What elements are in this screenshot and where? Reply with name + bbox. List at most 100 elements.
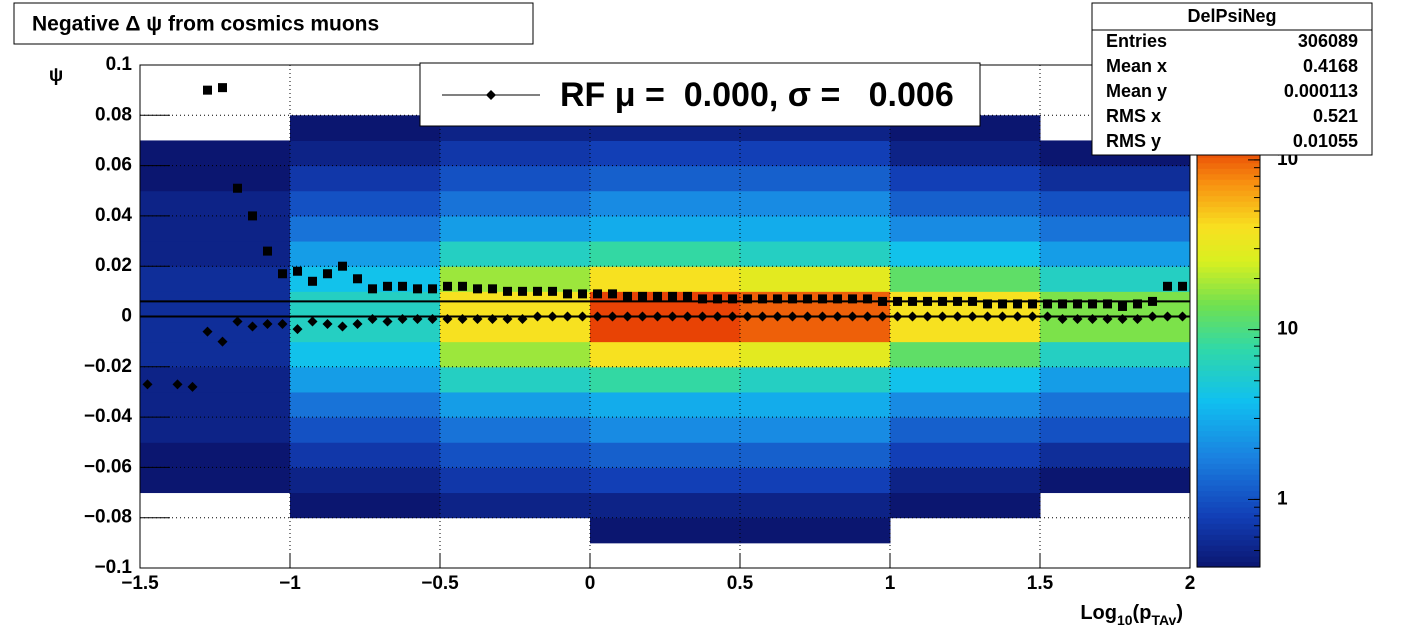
x-tick-label: −0.5 — [421, 573, 459, 594]
square-marker — [293, 266, 302, 276]
stats-value: 0.01055 — [1293, 131, 1358, 151]
heat-cell — [290, 467, 441, 494]
color-bar-step — [1197, 288, 1260, 295]
diamond-marker — [907, 311, 918, 322]
color-bar-step — [1197, 424, 1260, 432]
y-tick-label: 0.06 — [95, 155, 132, 176]
square-marker — [518, 286, 527, 296]
heat-cell — [290, 417, 441, 443]
square-marker — [1133, 299, 1142, 309]
diamond-marker — [1102, 314, 1113, 325]
square-marker — [1028, 299, 1037, 309]
x-tick-label: 0 — [585, 573, 596, 594]
square-marker — [203, 85, 212, 95]
stats-value: 306089 — [1298, 31, 1358, 51]
x-axis-label-subscript: TAv — [1151, 612, 1176, 628]
diamond-marker — [622, 311, 633, 322]
diamond-marker — [202, 326, 213, 337]
color-bar-step — [1197, 233, 1260, 240]
square-marker — [503, 286, 512, 296]
color-bar-step — [1197, 211, 1260, 218]
square-marker — [233, 183, 242, 193]
diamond-marker — [1027, 311, 1038, 322]
square-marker — [923, 296, 932, 306]
diamond-marker — [322, 319, 333, 330]
heat-cell — [740, 316, 891, 343]
color-bar-step — [1197, 272, 1260, 279]
stats-key: Mean y — [1106, 81, 1167, 101]
heat-cell — [290, 492, 441, 519]
x-tick-label: −1 — [279, 573, 301, 594]
diamond-marker — [382, 316, 393, 327]
color-bar-step — [1197, 381, 1260, 388]
color-bar-step — [1197, 501, 1260, 508]
color-bar-step — [1197, 184, 1260, 191]
square-marker — [338, 261, 347, 271]
heat-cell — [140, 215, 291, 242]
color-bar-step — [1197, 441, 1260, 448]
diamond-marker — [1042, 311, 1053, 322]
heat-cell — [1040, 241, 1191, 267]
heat-cell — [740, 266, 891, 292]
heat-cell — [440, 492, 591, 519]
y-tick-label: −0.06 — [84, 456, 132, 477]
heat-cell — [290, 341, 441, 368]
stats-frame — [1091, 2, 1373, 156]
square-marker — [398, 281, 407, 291]
diamond-marker — [652, 311, 663, 322]
heat-cell — [740, 366, 891, 393]
square-marker — [893, 296, 902, 306]
x-axis-label-part: (p — [1133, 602, 1152, 624]
diamond-marker — [442, 314, 453, 325]
heat-cell — [590, 266, 741, 292]
color-bar-step — [1197, 337, 1260, 344]
heat-cell — [590, 316, 741, 343]
square-marker — [1043, 299, 1052, 309]
z-tick-label: 1 — [1277, 488, 1288, 509]
diamond-marker — [292, 324, 303, 335]
heat-cell — [440, 190, 591, 217]
diamond-marker — [1117, 314, 1128, 325]
color-bar-step — [1197, 512, 1260, 519]
heat-cell — [740, 442, 891, 468]
y-tick-label: −0.02 — [84, 356, 132, 377]
diamond-marker — [937, 311, 948, 322]
color-bar-step — [1197, 370, 1260, 377]
square-marker — [278, 269, 287, 279]
x-tick-label: 1 — [885, 573, 896, 594]
color-bar-step — [1197, 479, 1260, 486]
y-tick-label: 0.1 — [106, 54, 133, 75]
diamond-marker — [592, 311, 603, 322]
x-tick-label: 0.5 — [727, 573, 754, 594]
heat-cell — [140, 291, 291, 317]
color-bar-step — [1197, 261, 1260, 268]
color-bar-step — [1197, 534, 1260, 541]
color-bar-step — [1197, 282, 1260, 290]
heat-cell — [740, 241, 891, 267]
heat-cell — [1040, 215, 1191, 242]
color-bar-step — [1197, 168, 1260, 175]
color-bar-step — [1197, 293, 1260, 300]
square-marker — [1088, 299, 1097, 309]
heat-cell — [140, 467, 291, 494]
color-bar-step — [1197, 506, 1260, 513]
heat-cell — [890, 417, 1041, 443]
diamond-marker — [697, 311, 708, 322]
heat-cell — [590, 215, 741, 242]
color-bar-step — [1197, 435, 1260, 442]
legend-label: RF μ = 0.000, σ = 0.006 — [560, 76, 954, 114]
color-bar-step — [1197, 162, 1260, 169]
square-marker — [818, 294, 827, 304]
square-marker — [668, 291, 677, 301]
color-bar-step — [1197, 468, 1260, 475]
color-bar-step — [1197, 517, 1260, 524]
color-bar-step — [1197, 403, 1260, 410]
x-tick-label: −1.5 — [121, 573, 159, 594]
square-marker — [683, 291, 692, 301]
diamond-marker — [562, 311, 573, 322]
color-bar-step — [1197, 228, 1260, 235]
square-marker — [848, 294, 857, 304]
square-marker — [413, 284, 422, 294]
square-marker — [878, 296, 887, 306]
